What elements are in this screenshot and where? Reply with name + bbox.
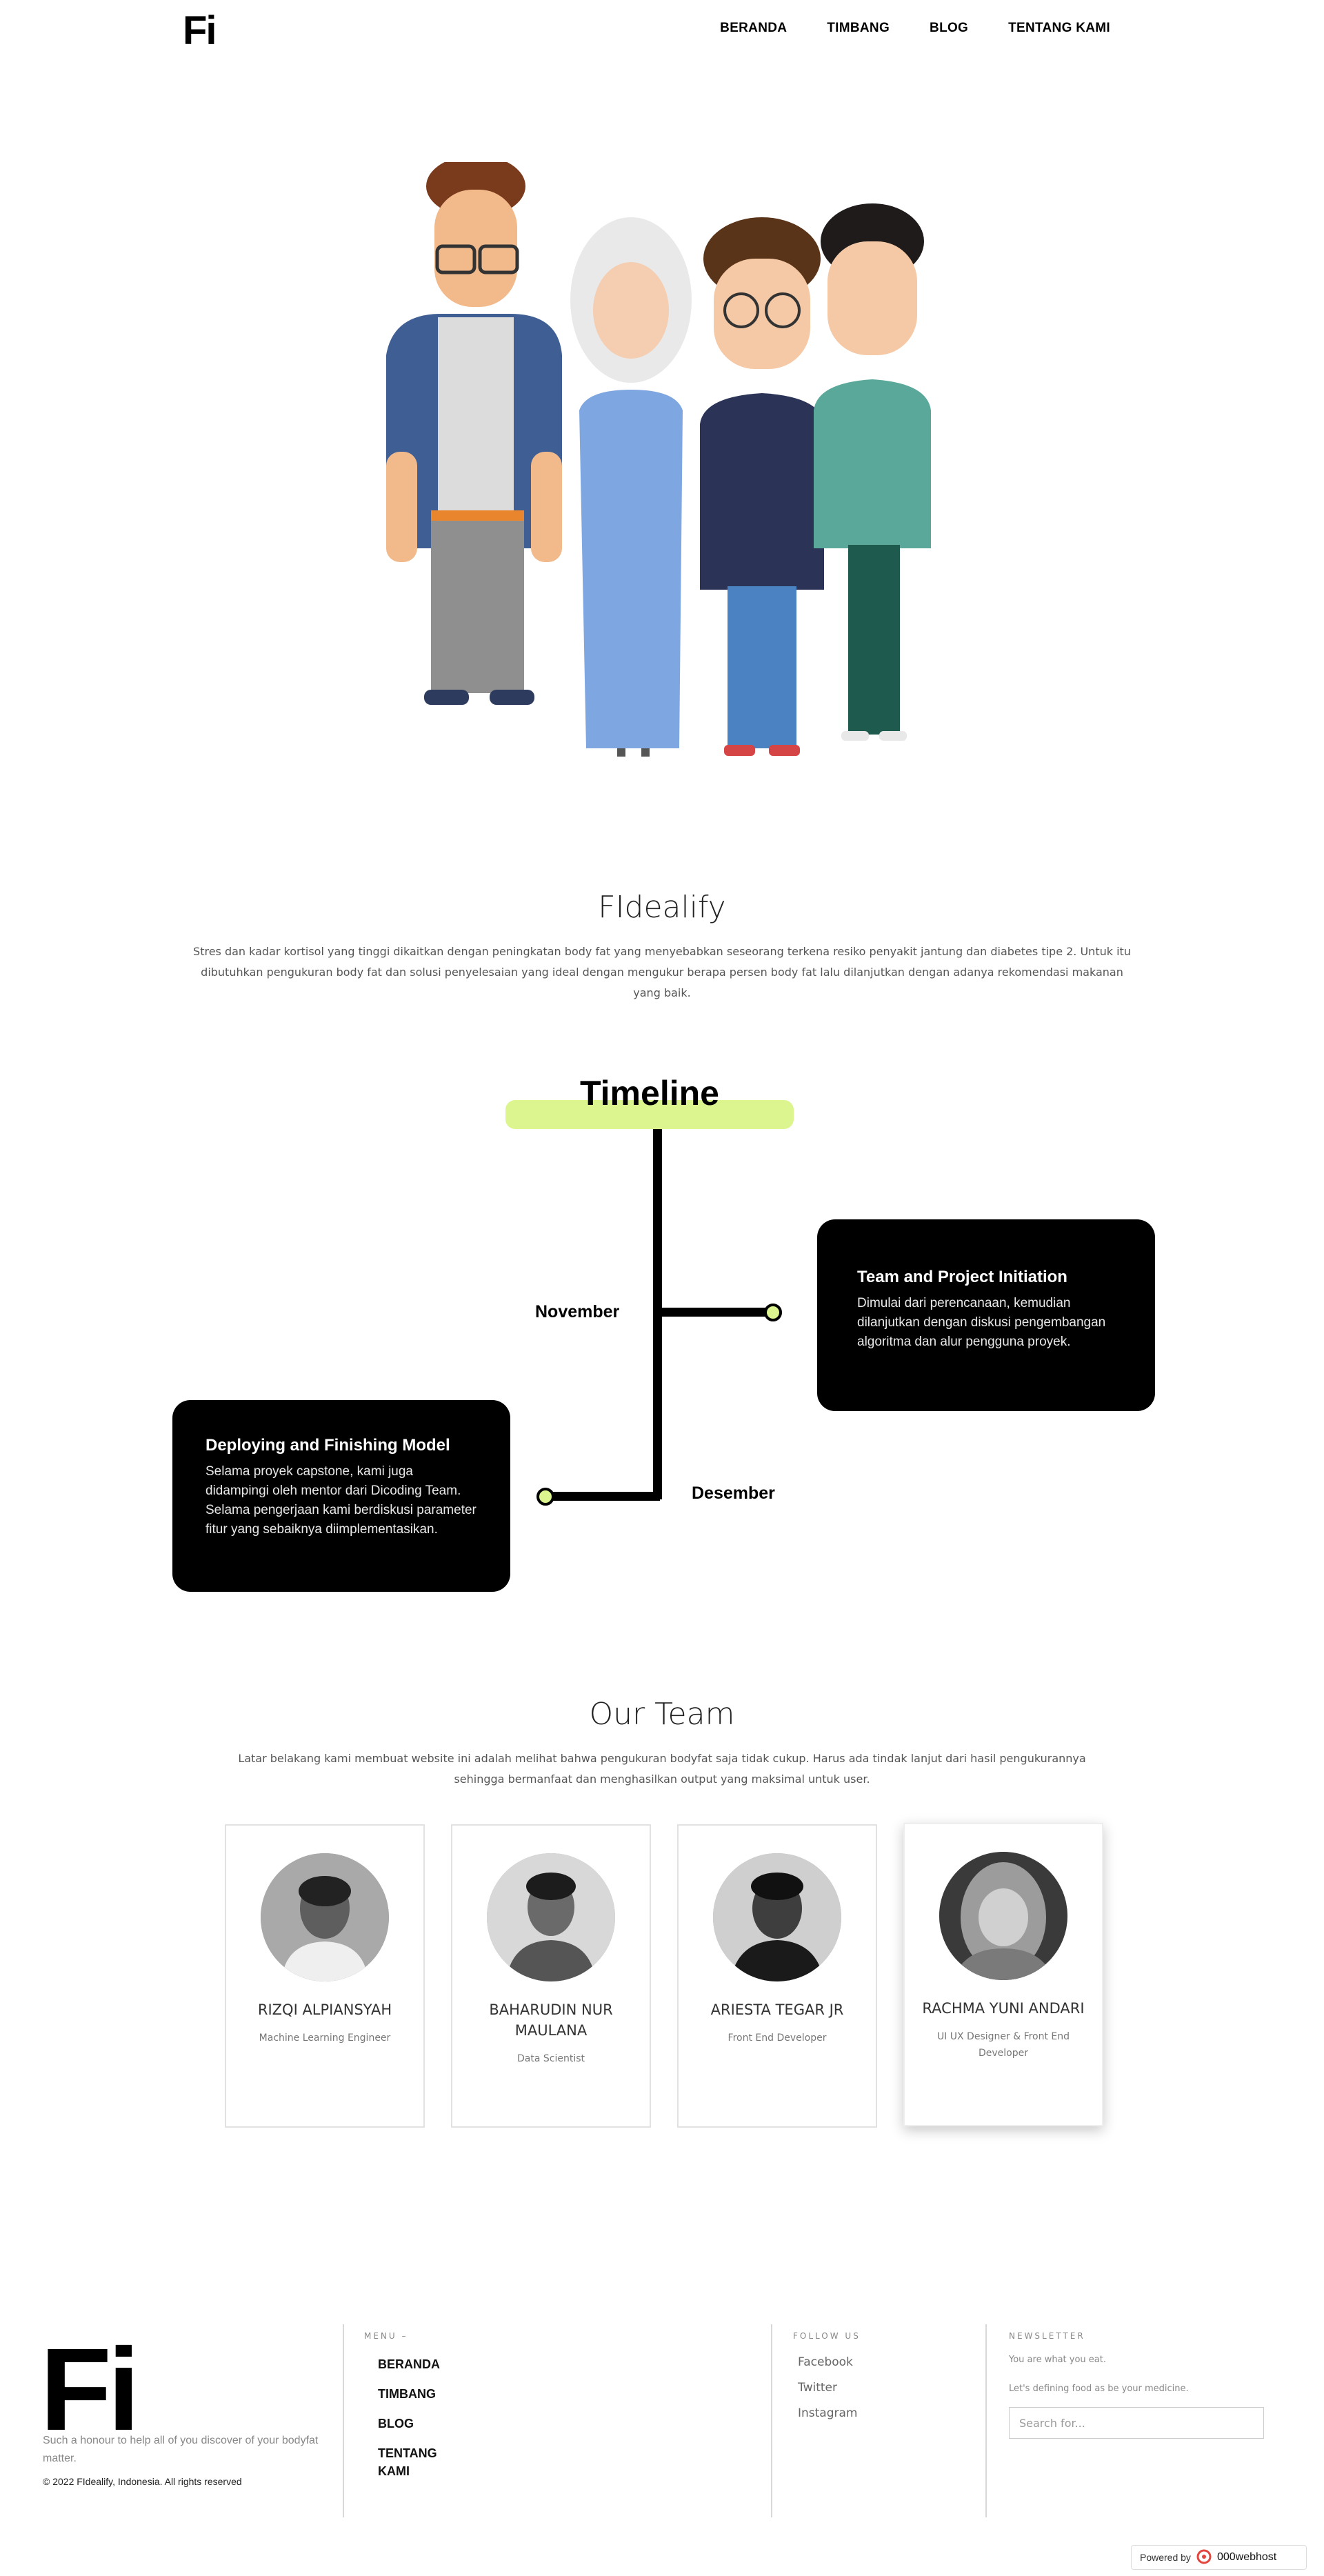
timeline-dot-desember — [536, 1488, 554, 1506]
nav-link-blog[interactable]: BLOG — [930, 21, 969, 35]
nav-link-timbang[interactable]: TIMBANG — [827, 21, 890, 35]
timeline-branch-left — [546, 1492, 660, 1501]
cartoon-person-1 — [386, 162, 562, 705]
newsletter-search-input[interactable] — [1009, 2407, 1264, 2439]
footer-newsletter-heading: NEWSLETTER — [1009, 2331, 1085, 2341]
cartoon-person-3 — [700, 217, 824, 756]
nav-link-beranda[interactable]: BERANDA — [720, 21, 788, 35]
cartoon-person-2 — [570, 217, 692, 757]
timeline-card-initiation: Team and Project Initiation Dimulai dari… — [817, 1219, 1155, 1411]
powered-by-brand: 000webhost — [1216, 2551, 1277, 2563]
team-member-card[interactable]: RACHMA YUNI ANDARI UI UX Designer & Fron… — [903, 1823, 1103, 2126]
timeline-dot-november — [764, 1304, 782, 1321]
member-name: RIZQI ALPIANSYAH — [257, 2001, 392, 2018]
member-role: Machine Learning Engineer — [259, 2033, 391, 2044]
timeline-card-body: Selama proyek capstone, kami juga didamp… — [205, 1464, 477, 1537]
team-description: Latar belakang kami membuat website ini … — [238, 1752, 1086, 1786]
footer-newsletter-line: You are what you eat. — [1009, 2355, 1106, 2365]
footer-tagline: Such a honour to help all of you discove… — [43, 2435, 319, 2464]
about-title: FIdealify — [598, 890, 726, 925]
team-member-grid: RIZQI ALPIANSYAH Machine Learning Engine… — [225, 1823, 1105, 2128]
site-logo[interactable]: Fi — [183, 8, 217, 53]
powered-by-label: Powered by — [1140, 2552, 1191, 2563]
footer-divider — [985, 2324, 987, 2517]
timeline-month-november: November — [535, 1302, 620, 1321]
member-role: Data Scientist — [517, 2053, 585, 2064]
member-photo — [713, 1853, 841, 1981]
nav-link-tentang-kami[interactable]: TENTANG KAMI — [1008, 21, 1110, 35]
about-description: Stres dan kadar kortisol yang tinggi dik… — [193, 945, 1131, 999]
team-title: Our Team — [589, 1697, 735, 1732]
timeline-card-title: Team and Project Initiation — [857, 1268, 1067, 1286]
member-role: Front End Developer — [728, 2033, 827, 2044]
member-role: UI UX Designer & Front End Developer — [936, 2031, 1070, 2059]
timeline-card-title: Deploying and Finishing Model — [205, 1436, 450, 1455]
footer-menu-blog[interactable]: BLOG — [378, 2417, 414, 2430]
team-member-card[interactable]: BAHARUDIN NUR MAULANA Data Scientist — [451, 1824, 651, 2128]
footer-logo: Fi — [40, 2324, 140, 2455]
footer-menu-beranda[interactable]: BERANDA — [378, 2357, 440, 2371]
cartoon-person-4 — [814, 203, 931, 741]
main-nav: BERANDA TIMBANG BLOG TENTANG KAMI — [720, 21, 1110, 36]
footer-link-twitter[interactable]: Twitter — [798, 2381, 837, 2395]
top-navbar: Fi BERANDA TIMBANG BLOG TENTANG KAMI — [0, 0, 1324, 62]
timeline-title: Timeline — [580, 1074, 719, 1112]
footer-copyright: © 2022 FIdealify, Indonesia. All rights … — [43, 2476, 242, 2487]
footer-menu-timbang[interactable]: TIMBANG — [378, 2387, 436, 2401]
footer-menu: BERANDA TIMBANG BLOG TENTANG KAMI — [378, 2355, 461, 2492]
member-name: ARIESTA TEGAR JR — [710, 2001, 844, 2018]
timeline-vertical-line — [653, 1129, 662, 1499]
footer-link-instagram[interactable]: Instagram — [798, 2406, 858, 2420]
footer-divider — [343, 2324, 344, 2517]
footer-newsletter-line: Let's defining food as be your medicine. — [1009, 2384, 1189, 2394]
footer-divider — [771, 2324, 772, 2517]
timeline-branch-right — [659, 1308, 772, 1317]
webhost-logo-icon — [1196, 2549, 1212, 2566]
powered-by-badge[interactable]: Powered by 000webhost — [1131, 2545, 1307, 2570]
footer-follow-heading: FOLLOW US — [793, 2331, 861, 2341]
footer-link-facebook[interactable]: Facebook — [798, 2355, 853, 2369]
timeline-month-desember: Desember — [692, 1484, 775, 1503]
timeline-card-body: Dimulai dari perencanaan, kemudian dilan… — [857, 1296, 1106, 1349]
timeline-title-highlight — [505, 1100, 794, 1129]
footer-menu-tentang-kami[interactable]: TENTANG KAMI — [378, 2446, 437, 2478]
timeline-card-deploying: Deploying and Finishing Model Selama pro… — [172, 1400, 510, 1592]
member-name: BAHARUDIN NUR MAULANA — [489, 2001, 613, 2039]
team-member-card[interactable]: RIZQI ALPIANSYAH Machine Learning Engine… — [225, 1824, 425, 2128]
footer-follow-links: Facebook Twitter Instagram — [798, 2355, 858, 2432]
member-photo — [487, 1853, 615, 1981]
member-name: RACHMA YUNI ANDARI — [922, 2000, 1085, 2017]
member-photo — [939, 1852, 1067, 1980]
team-member-card[interactable]: ARIESTA TEGAR JR Front End Developer — [677, 1824, 877, 2128]
member-photo — [261, 1853, 389, 1981]
hero-team-illustration — [372, 162, 952, 769]
footer-menu-heading: MENU – — [364, 2331, 408, 2341]
site-footer: Fi Such a honour to help all of you disc… — [0, 2317, 1324, 2524]
